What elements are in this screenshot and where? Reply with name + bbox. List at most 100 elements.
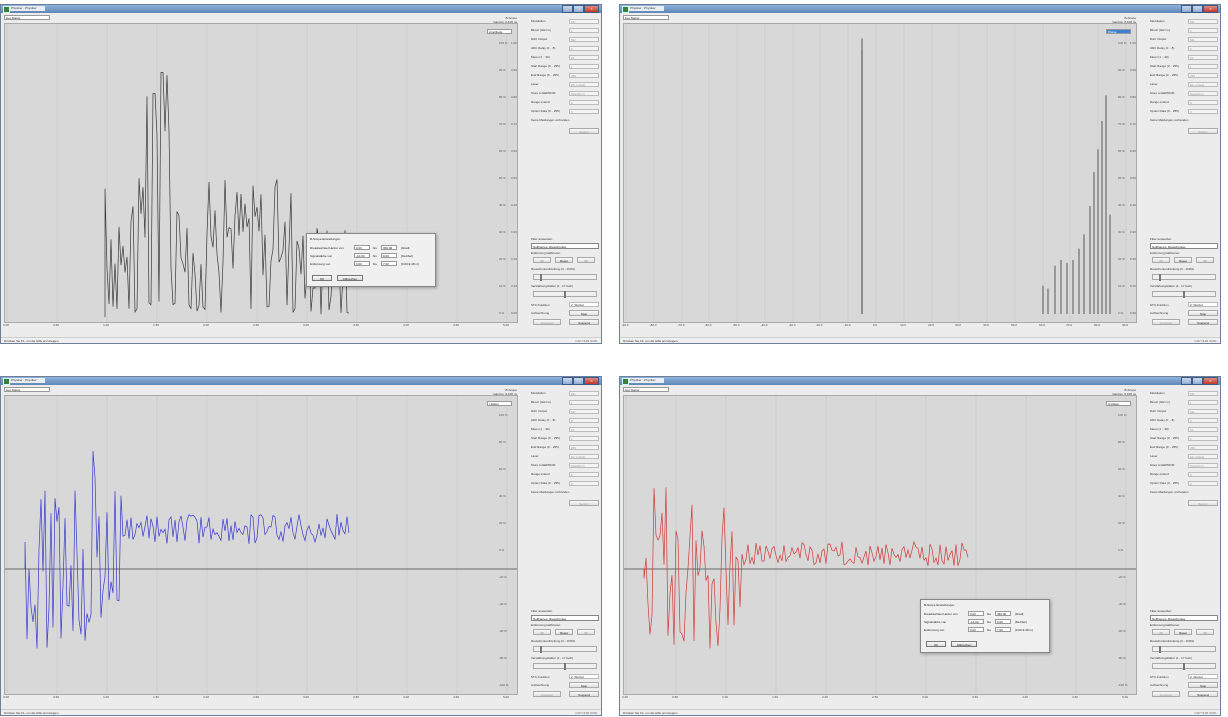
shift-left-button[interactable]: <<	[1152, 629, 1170, 635]
stop-button[interactable]: Stop	[1188, 310, 1218, 316]
device-select[interactable]: bus Status	[4, 15, 50, 20]
reset-button[interactable]: Reset	[555, 257, 573, 263]
noise-slider-thumb[interactable]	[1159, 274, 1161, 281]
noise-slider[interactable]	[533, 274, 597, 281]
filter-select[interactable]: Nullframes: Rauschpulse	[531, 243, 599, 249]
maximize-button[interactable]: □	[573, 377, 584, 385]
display-button[interactable]: Anzeigen	[533, 691, 561, 697]
apply-button[interactable]: Setzen	[569, 128, 599, 134]
dialog-from-field[interactable]: -10.00	[354, 253, 370, 258]
setting-field[interactable]: 0	[1188, 109, 1218, 114]
dialog-to-field[interactable]: 360.00	[995, 611, 1011, 616]
setting-field[interactable]: 0	[1188, 418, 1218, 423]
setting-field[interactable]: Mix	[569, 37, 599, 42]
gain-slider[interactable]	[1152, 663, 1216, 670]
cancel-button[interactable]: Abbrechen	[951, 641, 977, 647]
setting-field[interactable]: 1	[569, 28, 599, 33]
setting-field[interactable]: 0	[569, 418, 599, 423]
noise-slider[interactable]	[533, 646, 597, 653]
close-button[interactable]: ×	[1203, 5, 1218, 13]
dialog-from-field[interactable]: 0.00	[354, 261, 370, 266]
setting-field[interactable]: Mix	[569, 19, 599, 24]
dialog-to-field[interactable]: 7.00	[995, 627, 1011, 632]
maximize-button[interactable]: □	[573, 5, 584, 13]
setting-field[interactable]: 0	[1188, 46, 1218, 51]
setting-field[interactable]: 0	[1188, 472, 1218, 477]
setting-field[interactable]: Mix	[1188, 391, 1218, 396]
gain-slider[interactable]	[1152, 291, 1216, 298]
device-select[interactable]: bus Status	[623, 387, 669, 392]
dialog-to-field[interactable]: 0.00	[381, 253, 397, 258]
ok-button[interactable]: OK	[926, 641, 946, 647]
stop-button[interactable]: Stop	[569, 310, 599, 316]
gain-slider[interactable]	[533, 291, 597, 298]
view-mode-select[interactable]: Q-Daten	[1106, 401, 1131, 406]
minimize-button[interactable]: –	[562, 377, 573, 385]
setting-field[interactable]: 1	[1188, 64, 1218, 69]
setting-field[interactable]: 1	[569, 436, 599, 441]
setting-field[interactable]: Speichern	[569, 91, 599, 96]
shift-right-button[interactable]: >>	[577, 629, 595, 635]
setting-field[interactable]: Speichern	[1188, 463, 1218, 468]
gain-slider-thumb[interactable]	[1183, 663, 1185, 670]
shift-right-button[interactable]: >>	[577, 257, 595, 263]
shift-left-button[interactable]: <<	[533, 629, 551, 635]
setting-field[interactable]: Mix	[569, 391, 599, 396]
filter-select[interactable]: Nullframes: Rauschpulse	[1150, 243, 1218, 249]
noise-slider[interactable]	[1152, 646, 1216, 653]
dialog-to-field[interactable]: 360.00	[381, 245, 397, 250]
minimize-button[interactable]: –	[1181, 5, 1192, 13]
apply-button[interactable]: Setzen	[569, 500, 599, 506]
maximize-button[interactable]: □	[1192, 5, 1203, 13]
dialog-to-field[interactable]: 0.00	[995, 619, 1011, 624]
setting-field[interactable]: Ein ruhelig	[1188, 82, 1218, 87]
noise-slider-thumb[interactable]	[540, 646, 542, 653]
cancel-button[interactable]: Abbrechen	[337, 275, 363, 281]
apply-button[interactable]: Setzen	[1188, 128, 1218, 134]
stop-button[interactable]: Stop	[1188, 682, 1218, 688]
shift-right-button[interactable]: >>	[1196, 629, 1214, 635]
minimize-button[interactable]: –	[1181, 377, 1192, 385]
setting-field[interactable]: 0	[1188, 100, 1218, 105]
dialog-from-field[interactable]: -10.00	[968, 619, 984, 624]
filter-select[interactable]: Nullframes: Rauschpulse	[531, 615, 599, 621]
setting-field[interactable]: Speichern	[1188, 91, 1218, 96]
setting-field[interactable]: 1	[569, 64, 599, 69]
setting-field[interactable]: 0	[569, 109, 599, 114]
setting-field[interactable]: 255	[1188, 445, 1218, 450]
setting-field[interactable]: Mix	[569, 409, 599, 414]
setting-field[interactable]: 0	[569, 100, 599, 105]
view-mode-select[interactable]: Amplitude	[487, 29, 512, 34]
dialog-from-field[interactable]: 0.00	[968, 611, 984, 616]
setting-field[interactable]: 1	[1188, 28, 1218, 33]
stop-button[interactable]: Stop	[569, 682, 599, 688]
filter-select[interactable]: Nullframes: Rauschpulse	[1150, 615, 1218, 621]
gain-slider-thumb[interactable]	[564, 663, 566, 670]
setting-field[interactable]: 10	[1188, 427, 1218, 432]
setting-field[interactable]: 255	[1188, 73, 1218, 78]
setting-field[interactable]: 255	[569, 73, 599, 78]
dialog-from-field[interactable]: 0.00	[354, 245, 370, 250]
stc-select[interactable]: 2. Wurzel	[569, 302, 599, 307]
setting-field[interactable]: 0	[569, 481, 599, 486]
setting-field[interactable]: 255	[569, 445, 599, 450]
setting-field[interactable]: 1	[569, 400, 599, 405]
dialog-to-field[interactable]: 7.00	[381, 261, 397, 266]
setting-field[interactable]: 0	[569, 46, 599, 51]
reset-button[interactable]: Reset	[1174, 257, 1192, 263]
setting-field[interactable]: Ein ruhelig	[569, 454, 599, 459]
shift-right-button[interactable]: >>	[1196, 257, 1214, 263]
gain-slider-thumb[interactable]	[1183, 291, 1185, 298]
setting-field[interactable]: 10	[569, 55, 599, 60]
setting-field[interactable]: Speichern	[569, 463, 599, 468]
gain-slider[interactable]	[533, 663, 597, 670]
shift-left-button[interactable]: <<	[533, 257, 551, 263]
close-button[interactable]: ×	[584, 5, 599, 13]
reset-button[interactable]: Reset	[555, 629, 573, 635]
stc-select[interactable]: 2. Wurzel	[569, 674, 599, 679]
close-button[interactable]: ×	[1203, 377, 1218, 385]
suspend-button[interactable]: Suspend	[1188, 691, 1218, 697]
device-select[interactable]: bus Status	[4, 387, 50, 392]
device-select[interactable]: bus Status	[623, 15, 669, 20]
ok-button[interactable]: OK	[312, 275, 332, 281]
